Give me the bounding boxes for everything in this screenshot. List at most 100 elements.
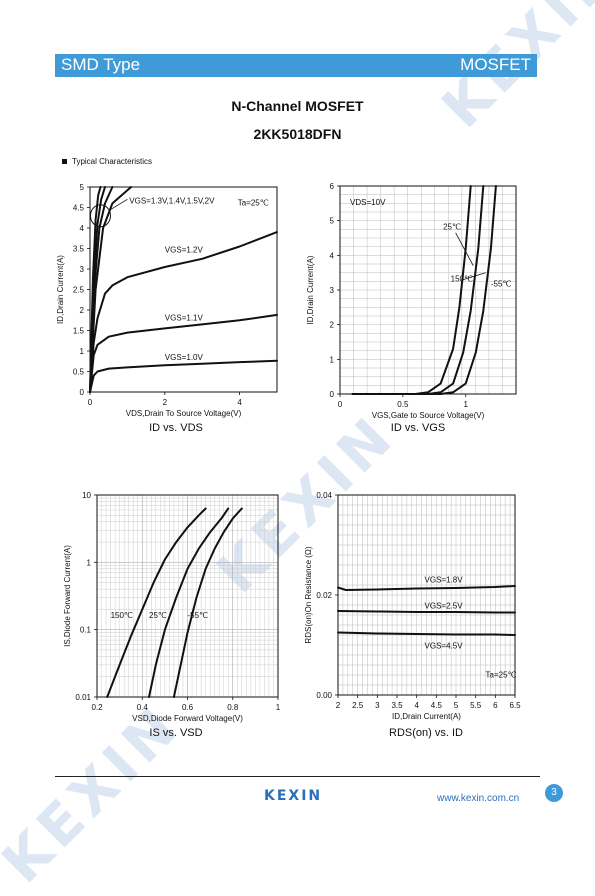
x-tick-label: 1: [276, 703, 281, 712]
x-tick-label: 0.2: [91, 703, 103, 712]
annotation-arrow: [463, 272, 486, 280]
series-line: [172, 507, 243, 698]
y-tick-label: 0.04: [316, 491, 332, 500]
y-tick-label: 4.5: [73, 204, 85, 213]
y-tick-label: 0.00: [316, 691, 332, 700]
series-label: 25℃: [149, 611, 167, 620]
y-tick-label: 0.02: [316, 591, 332, 600]
series-label: -55℃: [188, 611, 209, 620]
kexin-logo: KEXIN: [264, 788, 323, 804]
bullet-square-icon: [62, 159, 67, 165]
annotation-arrow: [455, 232, 474, 266]
x-tick-label: 0: [88, 398, 93, 407]
x-tick-label: 3: [375, 701, 380, 710]
y-tick-label: 10: [82, 491, 91, 500]
series-label: VGS=2.5V: [425, 602, 464, 611]
page-number-badge: 3: [545, 784, 563, 802]
y-axis-label: ID,Drain Current(A): [56, 255, 65, 324]
header-type-label: SMD Type: [61, 55, 141, 74]
series-label: 150℃: [451, 274, 473, 283]
y-tick-label: 2: [80, 306, 85, 315]
x-axis-label: VSD,Diode Forward Voltage(V): [132, 714, 243, 723]
chart-caption: IS vs. VSD: [149, 727, 203, 739]
series-label: VGS=1.1V: [165, 313, 204, 322]
x-tick-label: 0.6: [182, 703, 194, 712]
series-line: [89, 231, 278, 393]
x-tick-label: 5.5: [470, 701, 482, 710]
series-line: [337, 585, 516, 591]
header-bar: SMD Type MOSFET: [55, 54, 537, 77]
series-line: [89, 359, 278, 393]
x-tick-label: 5: [454, 701, 459, 710]
series-line: [106, 507, 207, 698]
y-tick-label: 0: [80, 388, 85, 397]
y-tick-label: 0.1: [80, 626, 92, 635]
footer-divider: [55, 776, 540, 777]
series-label: VGS=1.2V: [165, 246, 204, 255]
x-tick-label: 0: [338, 400, 343, 409]
x-axis-label: ID,Drain Current(A): [392, 712, 461, 721]
series-label: 25℃: [443, 222, 461, 231]
x-tick-label: 1: [463, 400, 468, 409]
y-tick-label: 2: [330, 321, 335, 330]
x-tick-label: 6.5: [509, 701, 521, 710]
series-label: Ta=25℃: [486, 671, 517, 680]
chart-id-vs-vds: 0 2 4 0 0.5 1 1.5 2 2.5 3 3.5 4 4.5 5 VDS,Drain To Sou…: [56, 183, 278, 418]
y-tick-label: 3: [80, 265, 85, 274]
y-tick-label: 4: [80, 224, 85, 233]
x-tick-label: 0.5: [397, 400, 409, 409]
y-axis-label: IS,Diode Forward Current(A): [63, 545, 72, 647]
chart-caption: RDS(on) vs. ID: [389, 727, 463, 739]
x-axis-label: VDS,Drain To Source Voltage(V): [126, 409, 242, 418]
website-url: www.kexin.com.cn: [437, 793, 520, 804]
y-tick-label: 1: [330, 355, 335, 364]
x-tick-label: 2: [336, 701, 341, 710]
series-label: VDS=10V: [350, 198, 386, 207]
series-line: [351, 185, 497, 395]
chart-caption: ID vs. VDS: [149, 422, 203, 434]
x-tick-label: 4: [237, 398, 242, 407]
y-tick-label: 5: [330, 217, 335, 226]
y-tick-label: 1: [87, 558, 92, 567]
x-tick-label: 6: [493, 701, 498, 710]
x-tick-label: 2: [163, 398, 168, 407]
chart-is-vs-vsd: 0.2 0.4 0.6 0.8 1 0.01 0.1 1 10 VSD,Diode Forward…: [63, 491, 281, 723]
y-tick-label: 3.5: [73, 245, 85, 254]
y-tick-label: 5: [80, 183, 85, 192]
section-label-text: Typical Characteristics: [72, 157, 153, 166]
series-line: [89, 186, 102, 393]
series-line: [89, 313, 278, 393]
highlight-circle: [89, 204, 111, 228]
series-label: VGS=4.5V: [425, 642, 464, 651]
x-tick-label: 4: [414, 701, 419, 710]
chart-rds-vs-id: 2 2.5 3 3.5 4 4.5 5 5.5 6 6.5 0.00 0.02 0.04 ID,Drain…: [304, 491, 521, 721]
y-axis-label: RDS(on)On Resistance (Ω): [304, 546, 313, 643]
y-axis-label: ID,Drain Current(A): [306, 255, 315, 324]
y-tick-label: 2.5: [73, 286, 85, 295]
x-tick-label: 0.8: [227, 703, 239, 712]
series-label: VGS=1.8V: [425, 576, 464, 585]
series-label: -55℃: [491, 280, 512, 289]
series-label: Ta=25℃: [238, 198, 269, 207]
y-tick-label: 0.01: [75, 693, 91, 702]
x-axis-label: VGS,Gate to Source Voltage(V): [372, 411, 485, 420]
y-tick-label: 0: [330, 390, 335, 399]
x-tick-label: 2.5: [352, 701, 364, 710]
series-line: [337, 610, 516, 614]
x-tick-label: 3.5: [391, 701, 403, 710]
annotation-leader: [110, 198, 128, 210]
series-line: [148, 507, 230, 698]
y-tick-label: 4: [330, 251, 335, 260]
series-label: VGS=1.0V: [165, 353, 204, 362]
series-label: VGS=1.3V,1.4V,1.5V,2V: [129, 196, 215, 205]
y-tick-label: 3: [330, 286, 335, 295]
y-tick-label: 0.5: [73, 368, 85, 377]
part-number: 2KK5018DFN: [253, 126, 342, 142]
series-label: 150℃: [111, 611, 133, 620]
chart-id-vs-vgs: 0 0.5 1 0 1 2 3 4 5 6 VGS,Gate to Source Voltage(V…: [306, 182, 517, 420]
section-label: Typical Characteristics: [62, 157, 152, 166]
chart-caption: ID vs. VGS: [390, 422, 446, 434]
x-tick-label: 0.4: [137, 703, 149, 712]
series-line: [337, 631, 516, 636]
y-tick-label: 6: [330, 182, 335, 191]
